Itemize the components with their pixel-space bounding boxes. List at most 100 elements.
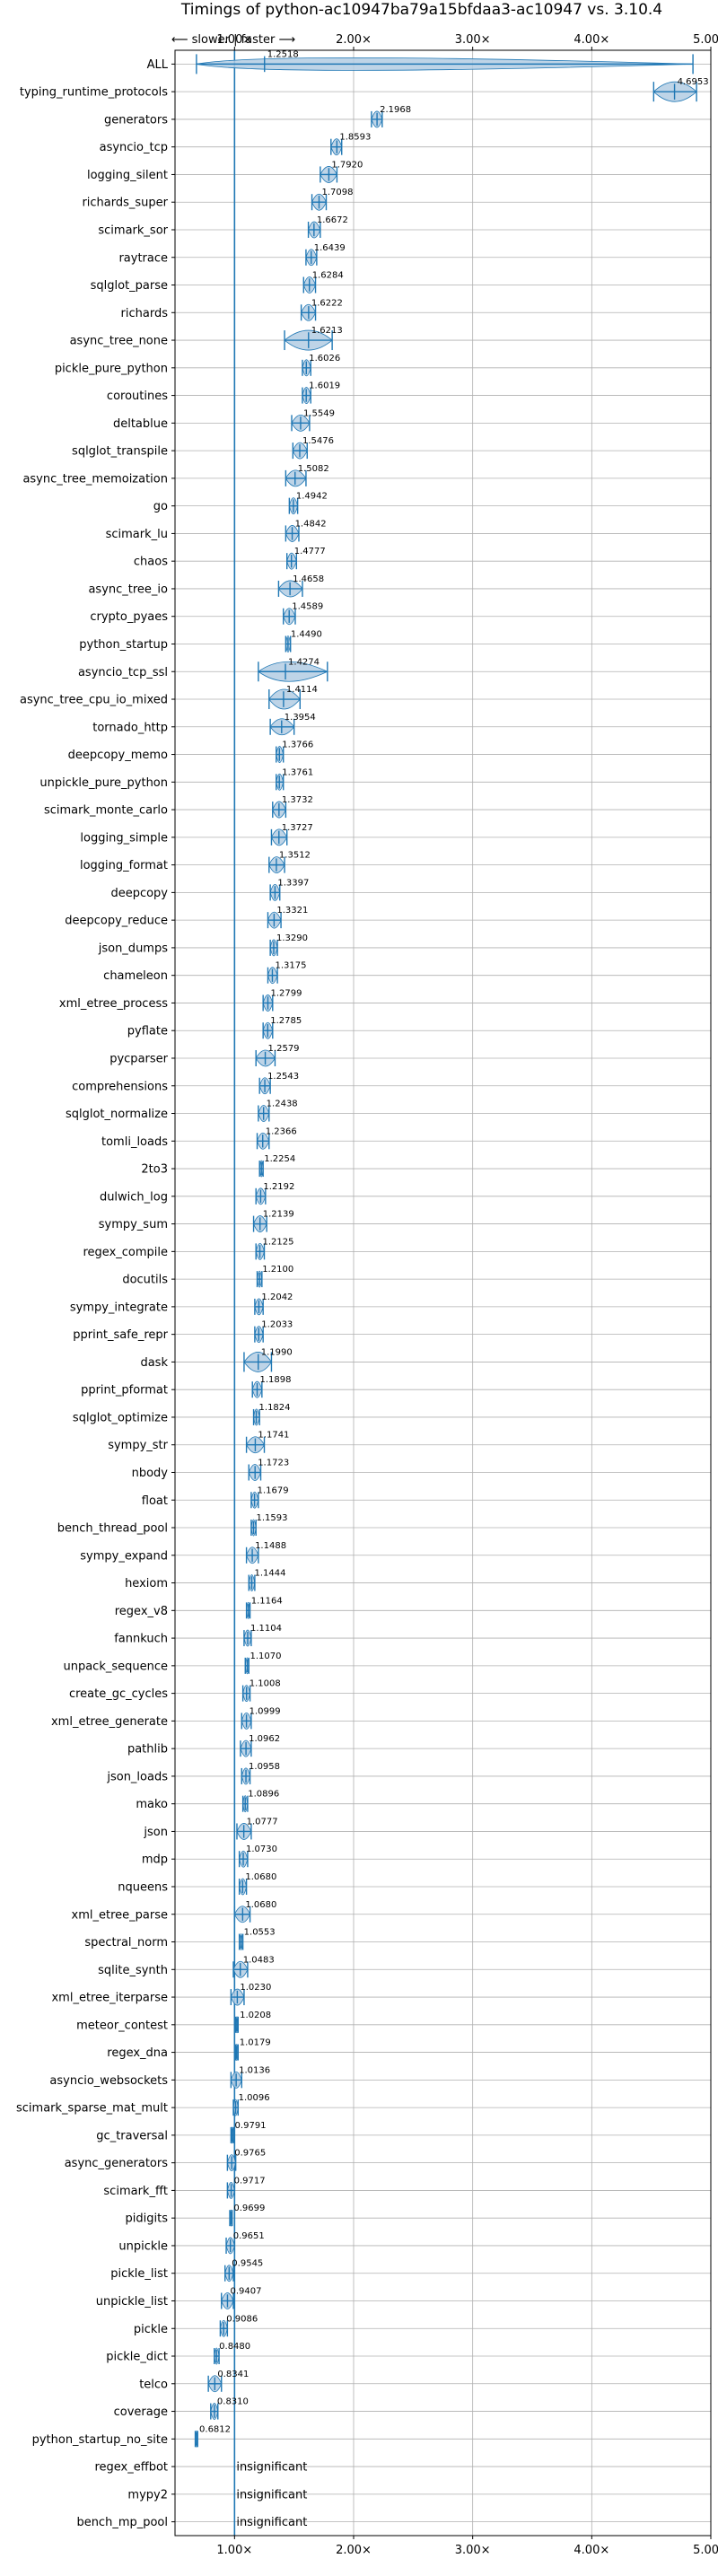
value-label: 1.0136 (239, 2065, 270, 2075)
y-tick-label: regex_v8 (115, 1605, 168, 1618)
y-tick-label: dask (140, 1356, 168, 1370)
value-label: 0.9651 (233, 2231, 265, 2241)
x-tick-label-bottom: 5.00× (693, 2544, 718, 2557)
y-tick-label: unpickle_list (96, 2295, 168, 2309)
value-label: 0.8341 (217, 2370, 249, 2379)
x-tick-label-bottom: 4.00× (574, 2544, 609, 2557)
insignificant-label: insignificant (236, 2461, 307, 2475)
value-label: 0.9791 (235, 2121, 267, 2131)
value-label: 1.1164 (251, 1596, 283, 1606)
y-tick-label: async_tree_memoization (22, 472, 168, 486)
y-tick-label: json_dumps (98, 942, 168, 955)
value-label: 1.3761 (282, 767, 313, 777)
value-label: 1.2100 (262, 1265, 293, 1275)
y-tick-label: unpickle (118, 2239, 168, 2253)
y-tick-label: sympy_str (108, 1439, 168, 1452)
value-label: 1.3727 (282, 823, 313, 833)
y-tick-label: sqlglot_parse (91, 279, 168, 293)
value-label: 1.3512 (279, 851, 311, 861)
value-label: 1.2125 (263, 1237, 294, 1247)
value-label: 1.2579 (268, 1044, 300, 1054)
value-label: 1.5549 (303, 408, 335, 418)
y-tick-label: scimark_fft (103, 2185, 168, 2198)
value-label: 0.9407 (230, 2286, 261, 2296)
value-label: 1.2192 (263, 1182, 294, 1192)
value-label: 1.2785 (270, 1016, 302, 1026)
y-tick-label: 2to3 (141, 1163, 168, 1177)
value-label: 1.6672 (317, 215, 348, 225)
chart-title: Timings of python-ac10947ba79a15bfdaa3-a… (180, 1, 662, 19)
y-tick-label: sympy_sum (99, 1218, 168, 1231)
value-label: 1.1679 (258, 1485, 289, 1495)
x-tick-label-top: 3.00× (455, 33, 491, 47)
value-label: 1.3766 (282, 740, 313, 750)
value-label: 1.0962 (249, 1734, 280, 1744)
y-tick-label: json_loads (106, 1770, 168, 1783)
value-label: 1.6019 (309, 381, 340, 391)
y-tick-label: sympy_integrate (70, 1301, 168, 1314)
y-tick-label: scimark_sor (98, 223, 168, 237)
value-label: 1.1723 (258, 1458, 289, 1468)
y-tick-label: telco (139, 2378, 168, 2391)
y-tick-label: raytrace (118, 251, 168, 265)
y-tick-label: async_tree_io (88, 583, 168, 596)
y-tick-label: asyncio_tcp (100, 141, 168, 154)
y-tick-label: asyncio_websockets (49, 2074, 168, 2088)
value-label: 1.0179 (240, 2038, 271, 2048)
value-label: 1.1898 (260, 1375, 292, 1385)
value-label: 1.1488 (255, 1541, 286, 1551)
value-label: 1.0730 (246, 1844, 277, 1854)
y-tick-label: async_tree_none (70, 335, 168, 348)
value-label: 1.2799 (270, 988, 302, 998)
value-label: 1.5476 (302, 436, 334, 446)
plot-frame (174, 49, 712, 2537)
y-tick-label: create_gc_cycles (69, 1687, 168, 1701)
y-tick-label: sqlglot_normalize (66, 1108, 168, 1121)
value-label: 1.2254 (264, 1154, 295, 1164)
value-label: 1.0896 (248, 1790, 279, 1800)
value-label: 1.4658 (293, 574, 324, 584)
value-label: 1.3321 (276, 906, 308, 916)
value-label: 1.7920 (331, 160, 363, 170)
value-label: 1.0230 (240, 1983, 271, 1993)
x-tick-label-top: 1.00× (216, 33, 252, 47)
y-tick-label: bench_thread_pool (57, 1522, 168, 1536)
value-label: 1.6222 (311, 298, 343, 308)
y-tick-label: async_generators (65, 2157, 169, 2170)
x-tick-label-bottom: 1.00× (216, 2544, 252, 2557)
y-tick-label: bench_mp_pool (76, 2516, 168, 2529)
y-tick-label: json (143, 1826, 168, 1839)
y-tick-label: xml_etree_generate (51, 1715, 168, 1729)
y-tick-label: meteor_contest (76, 2019, 168, 2032)
value-label: 1.0680 (245, 1900, 276, 1910)
y-tick-label: chameleon (103, 969, 168, 983)
y-tick-label: pprint_pformat (81, 1384, 168, 1398)
y-tick-label: regex_effbot (94, 2461, 168, 2475)
value-label: 1.2139 (263, 1210, 294, 1220)
value-label: 0.9086 (226, 2314, 258, 2324)
y-tick-label: regex_dna (107, 2046, 168, 2060)
value-label: 1.1741 (258, 1431, 289, 1441)
y-tick-label: docutils (122, 1274, 168, 1287)
value-label: 1.2543 (267, 1072, 299, 1082)
value-label: 1.3397 (277, 878, 309, 888)
value-label: 0.6812 (199, 2424, 231, 2434)
y-tick-label: sqlite_synth (98, 1964, 168, 1977)
value-label: 1.8593 (339, 133, 371, 143)
y-tick-label: tornado_http (92, 721, 168, 734)
y-tick-label: xml_etree_parse (72, 1908, 168, 1922)
x-tick-label-top: 4.00× (574, 33, 609, 47)
value-label: 1.6284 (312, 271, 344, 281)
value-label: 1.3732 (282, 795, 313, 805)
y-tick-label: richards_super (82, 197, 168, 210)
y-tick-label: pickle_list (110, 2267, 168, 2281)
y-tick-label: scimark_lu (106, 528, 168, 541)
value-label: 1.0680 (245, 1872, 276, 1882)
y-tick-label: fannkuch (114, 1633, 168, 1646)
value-label: 0.8480 (219, 2342, 250, 2352)
y-tick-label: sqlglot_transpile (72, 445, 168, 459)
y-tick-label: asyncio_tcp_ssl (78, 666, 168, 679)
value-label: 1.6026 (309, 354, 340, 364)
